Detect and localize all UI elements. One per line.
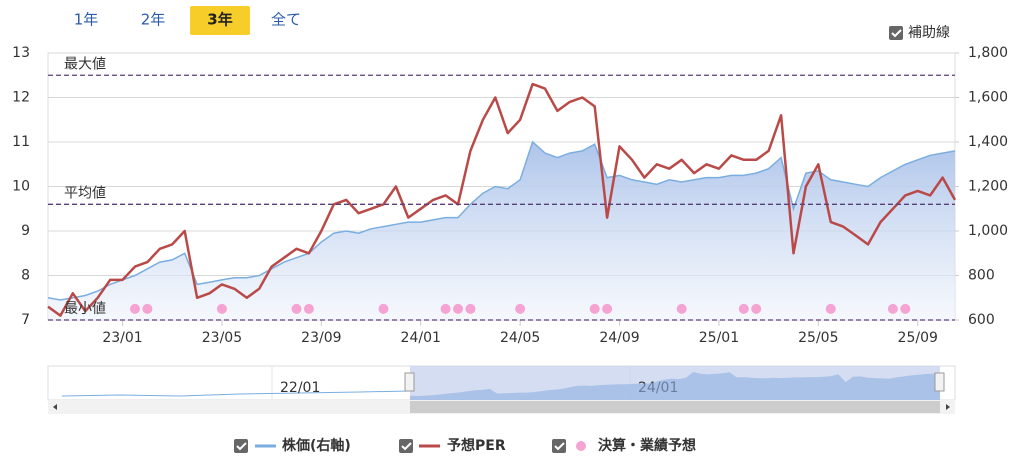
y-tick-label: 9 xyxy=(21,223,30,239)
y-tick-label: 13 xyxy=(12,45,30,61)
x-tick-label: 23/09 xyxy=(301,330,341,346)
y2-tick-label: 800 xyxy=(968,268,995,284)
navigator-history xyxy=(61,390,411,397)
x-tick-label: 23/01 xyxy=(102,330,142,346)
legend: 株価(右軸) 予想PER 決算・業績予想 xyxy=(234,437,696,454)
legend-label[interactable]: 予想PER xyxy=(447,437,506,454)
event-dot xyxy=(887,303,898,314)
per-line xyxy=(47,82,957,317)
y2-tick-label: 600 xyxy=(968,312,995,328)
event-dot xyxy=(465,303,476,314)
legend-label[interactable]: 株価(右軸) xyxy=(282,437,351,454)
range-button[interactable]: 2年 xyxy=(141,11,166,29)
checkbox[interactable] xyxy=(889,26,903,40)
x-tick-label: 24/01 xyxy=(401,330,441,346)
y-tick-label: 8 xyxy=(21,268,30,284)
navigator-line xyxy=(410,372,940,400)
y-tick-label: 11 xyxy=(12,134,30,150)
event-dot xyxy=(129,303,140,314)
event-dot xyxy=(589,303,600,314)
reference-label: 平均値 xyxy=(64,185,106,201)
event-dot xyxy=(142,303,153,314)
event-dot xyxy=(515,303,526,314)
x-tick-label: 25/05 xyxy=(798,330,838,346)
x-tick-label: 25/01 xyxy=(699,330,739,346)
price-line xyxy=(47,140,956,301)
y2-tick-label: 1,600 xyxy=(968,90,1008,106)
navigator-handle[interactable] xyxy=(934,372,945,392)
x-tick-label: 24/09 xyxy=(599,330,639,346)
checkbox[interactable] xyxy=(399,439,413,453)
y-tick-label: 7 xyxy=(21,312,30,328)
event-dot xyxy=(900,303,911,314)
event-dot xyxy=(378,303,389,314)
range-button[interactable]: 3年 xyxy=(207,11,232,29)
checkbox[interactable] xyxy=(552,439,566,453)
navigator-label: 22/01 xyxy=(280,380,320,396)
checkbox[interactable] xyxy=(234,439,248,453)
aux-toggle[interactable]: 補助線 xyxy=(889,25,950,41)
event-dot xyxy=(738,303,749,314)
reference-label: 最小値 xyxy=(64,301,106,317)
y-tick-label: 10 xyxy=(12,179,30,195)
event-dot xyxy=(453,303,464,314)
range-button-bg[interactable] xyxy=(190,6,250,35)
x-tick-label: 25/09 xyxy=(898,330,938,346)
scrollbar-thumb[interactable] xyxy=(410,401,940,413)
event-dot xyxy=(291,303,302,314)
y2-tick-label: 1,800 xyxy=(968,45,1008,61)
y2-tick-label: 1,200 xyxy=(968,179,1008,195)
y-tick-label: 12 xyxy=(12,90,30,106)
navigator-handle[interactable] xyxy=(404,372,415,392)
x-tick-label: 23/05 xyxy=(202,330,242,346)
event-dot xyxy=(825,303,836,314)
event-dot xyxy=(751,303,762,314)
range-button[interactable]: 1年 xyxy=(74,11,99,29)
event-dot xyxy=(440,303,451,314)
reference-label: 最大値 xyxy=(64,56,106,72)
y2-tick-label: 1,400 xyxy=(968,134,1008,150)
range-button[interactable]: 全て xyxy=(271,11,301,29)
event-dot xyxy=(303,303,314,314)
legend-swatch xyxy=(576,441,586,451)
price-area xyxy=(48,142,955,320)
toggle-label[interactable]: 補助線 xyxy=(908,25,950,41)
event-dot xyxy=(676,303,687,314)
event-dot xyxy=(216,303,227,314)
event-dot xyxy=(602,303,613,314)
legend-label[interactable]: 決算・業績予想 xyxy=(598,437,696,454)
x-tick-label: 24/05 xyxy=(500,330,540,346)
y2-tick-label: 1,000 xyxy=(968,223,1008,239)
